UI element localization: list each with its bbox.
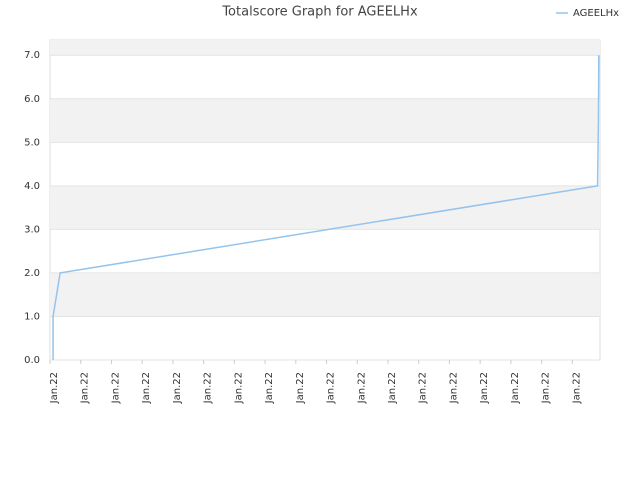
y-tick-label: 6.0 — [24, 94, 40, 105]
x-tick-label: Jan.22 — [479, 372, 490, 404]
x-tick-label: Jan.22 — [510, 372, 521, 404]
x-tick-label: Jan.22 — [356, 372, 367, 404]
band — [50, 185, 600, 230]
y-tick-label: 7.0 — [24, 50, 40, 61]
band — [50, 272, 600, 317]
x-tick-label: Jan.22 — [203, 372, 214, 404]
y-tick-label: 0.0 — [24, 355, 40, 366]
x-tick-label: Jan.22 — [110, 372, 121, 404]
x-tick-label: Jan.22 — [264, 372, 275, 404]
band — [50, 40, 600, 56]
x-tick-label: Jan.22 — [295, 372, 306, 404]
x-tick-label: Jan.22 — [49, 372, 60, 404]
x-tick-label: Jan.22 — [172, 372, 183, 404]
x-tick-label: Jan.22 — [571, 372, 582, 404]
y-tick-label: 1.0 — [24, 311, 40, 322]
x-tick-label: Jan.22 — [448, 372, 459, 404]
y-tick-label: 2.0 — [24, 268, 40, 279]
x-tick-label: Jan.22 — [326, 372, 337, 404]
x-tick-label: Jan.22 — [80, 372, 91, 404]
chart-title: Totalscore Graph for AGEELHx — [221, 5, 418, 20]
x-tick-label: Jan.22 — [418, 372, 429, 404]
legend-label: AGEELHx — [573, 8, 619, 19]
y-tick-label: 5.0 — [24, 137, 40, 148]
y-tick-label: 4.0 — [24, 181, 40, 192]
x-tick-label: Jan.22 — [541, 372, 552, 404]
x-tick-label: Jan.22 — [387, 372, 398, 404]
x-tick-label: Jan.22 — [141, 372, 152, 404]
band — [50, 98, 600, 143]
x-tick-label: Jan.22 — [233, 372, 244, 404]
y-tick-label: 3.0 — [24, 224, 40, 235]
line — [52, 55, 600, 360]
